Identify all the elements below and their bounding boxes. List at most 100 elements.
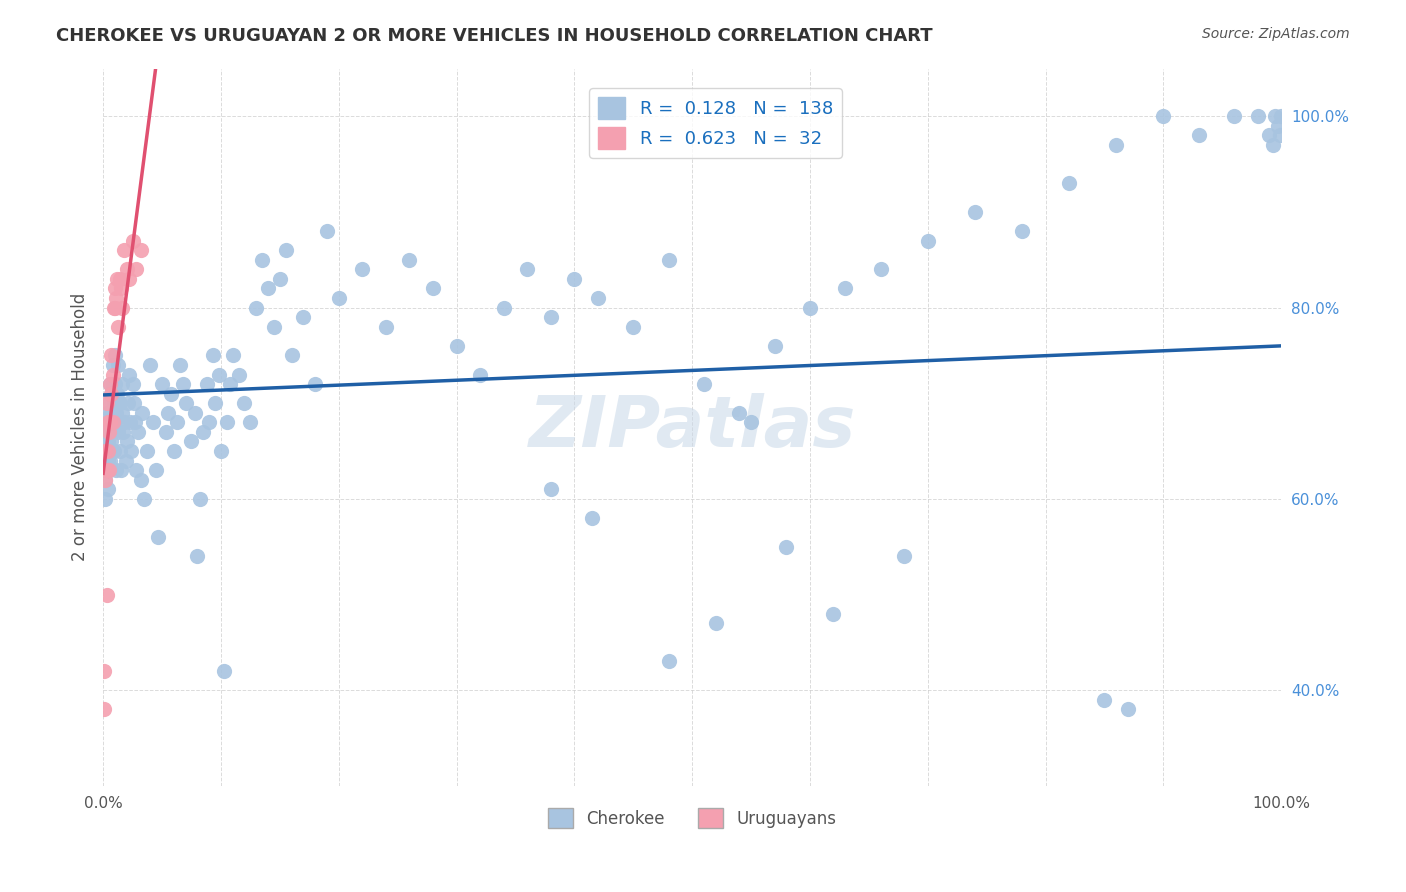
Point: [245, 301, 267, 315]
Point: [96, 416, 118, 430]
Point: [204, 396, 226, 410]
Legend: Cherokee, Uruguayans: Cherokee, Uruguayans: [541, 801, 844, 835]
Point: [97, 483, 120, 497]
Point: [174, 396, 197, 410]
Point: [1152, 109, 1174, 123]
Point: [446, 339, 468, 353]
Point: [108, 396, 131, 410]
Point: [374, 319, 396, 334]
Text: ZIPatlas: ZIPatlas: [529, 392, 856, 462]
Point: [166, 416, 188, 430]
Point: [135, 444, 157, 458]
Point: [105, 463, 128, 477]
Point: [516, 262, 538, 277]
Point: [104, 301, 127, 315]
Point: [94, 491, 117, 506]
Point: [156, 406, 179, 420]
Point: [118, 368, 141, 382]
Point: [148, 530, 170, 544]
Point: [328, 291, 350, 305]
Point: [155, 425, 177, 439]
Point: [108, 444, 131, 458]
Point: [104, 281, 127, 295]
Point: [111, 377, 134, 392]
Point: [103, 396, 125, 410]
Point: [145, 463, 167, 477]
Point: [94, 444, 117, 458]
Point: [250, 252, 273, 267]
Point: [1188, 128, 1211, 143]
Point: [257, 281, 280, 295]
Point: [112, 416, 135, 430]
Point: [1116, 702, 1139, 716]
Point: [304, 377, 326, 392]
Point: [540, 310, 562, 325]
Point: [468, 368, 491, 382]
Point: [398, 252, 420, 267]
Point: [101, 368, 124, 382]
Point: [129, 473, 152, 487]
Point: [125, 262, 148, 277]
Point: [101, 377, 124, 392]
Point: [1011, 224, 1033, 238]
Point: [101, 358, 124, 372]
Point: [103, 301, 125, 315]
Point: [100, 386, 122, 401]
Point: [228, 368, 250, 382]
Point: [422, 281, 444, 295]
Point: [704, 616, 727, 631]
Point: [581, 511, 603, 525]
Point: [209, 444, 232, 458]
Point: [104, 348, 127, 362]
Point: [105, 386, 128, 401]
Point: [215, 416, 238, 430]
Point: [96, 425, 118, 439]
Point: [129, 244, 152, 258]
Point: [775, 540, 797, 554]
Point: [219, 377, 242, 392]
Point: [693, 377, 716, 392]
Point: [107, 425, 129, 439]
Point: [97, 453, 120, 467]
Point: [108, 272, 131, 286]
Point: [740, 416, 762, 430]
Point: [131, 406, 153, 420]
Point: [105, 291, 128, 305]
Point: [763, 339, 786, 353]
Point: [115, 262, 138, 277]
Point: [139, 358, 162, 372]
Point: [117, 396, 139, 410]
Point: [112, 244, 135, 258]
Point: [98, 463, 121, 477]
Point: [100, 434, 122, 449]
Point: [188, 491, 211, 506]
Point: [100, 348, 122, 362]
Point: [97, 416, 120, 430]
Point: [172, 377, 194, 392]
Point: [1092, 692, 1115, 706]
Point: [118, 272, 141, 286]
Point: [124, 416, 146, 430]
Point: [96, 463, 118, 477]
Point: [292, 310, 315, 325]
Point: [214, 664, 236, 678]
Point: [823, 607, 845, 621]
Point: [120, 444, 142, 458]
Point: [94, 473, 117, 487]
Point: [115, 434, 138, 449]
Point: [1270, 109, 1292, 123]
Point: [586, 291, 609, 305]
Point: [107, 358, 129, 372]
Point: [100, 406, 122, 420]
Point: [101, 416, 124, 430]
Point: [97, 444, 120, 458]
Point: [274, 244, 297, 258]
Point: [97, 434, 120, 449]
Point: [98, 396, 121, 410]
Point: [93, 664, 115, 678]
Point: [142, 416, 165, 430]
Point: [97, 406, 120, 420]
Point: [120, 416, 142, 430]
Point: [98, 444, 121, 458]
Point: [562, 272, 585, 286]
